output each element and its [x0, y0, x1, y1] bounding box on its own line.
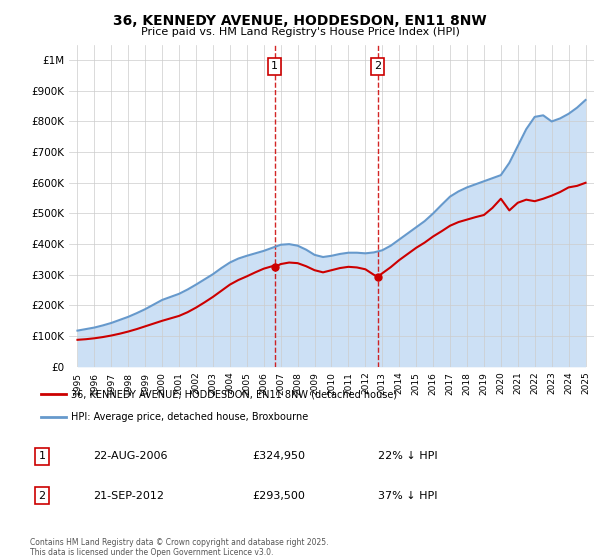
Text: 2: 2: [38, 491, 46, 501]
Text: 37% ↓ HPI: 37% ↓ HPI: [378, 491, 437, 501]
Text: 2: 2: [374, 61, 381, 71]
Text: 36, KENNEDY AVENUE, HODDESDON, EN11 8NW: 36, KENNEDY AVENUE, HODDESDON, EN11 8NW: [113, 14, 487, 28]
Text: 1: 1: [38, 451, 46, 461]
Text: 22-AUG-2006: 22-AUG-2006: [93, 451, 167, 461]
Text: Contains HM Land Registry data © Crown copyright and database right 2025.
This d: Contains HM Land Registry data © Crown c…: [30, 538, 329, 557]
Text: £324,950: £324,950: [252, 451, 305, 461]
Text: 21-SEP-2012: 21-SEP-2012: [93, 491, 164, 501]
Text: 1: 1: [271, 61, 278, 71]
Text: HPI: Average price, detached house, Broxbourne: HPI: Average price, detached house, Brox…: [71, 412, 308, 422]
Text: 36, KENNEDY AVENUE, HODDESDON, EN11 8NW (detached house): 36, KENNEDY AVENUE, HODDESDON, EN11 8NW …: [71, 389, 398, 399]
Text: Price paid vs. HM Land Registry's House Price Index (HPI): Price paid vs. HM Land Registry's House …: [140, 27, 460, 37]
Text: 22% ↓ HPI: 22% ↓ HPI: [378, 451, 437, 461]
Text: £293,500: £293,500: [252, 491, 305, 501]
